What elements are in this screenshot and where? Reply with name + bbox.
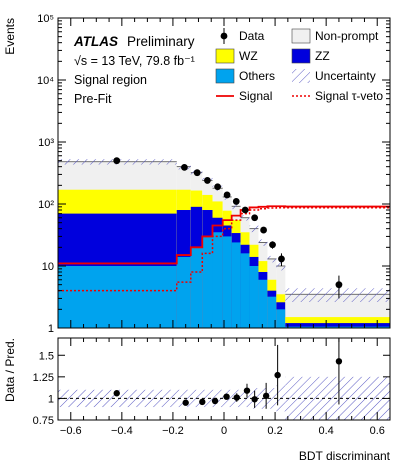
- others-bar: [258, 279, 268, 328]
- x-axis-label: BDT discriminant: [299, 449, 391, 463]
- legend-wz-label: WZ: [239, 49, 258, 63]
- ratio-y-tick-label: 1.5: [39, 350, 54, 362]
- legend-zz-swatch: [291, 48, 311, 64]
- others-bar: [285, 326, 390, 328]
- data-point: [232, 198, 240, 205]
- data-point: [204, 177, 211, 184]
- legend-uncertainty-swatch: [292, 69, 310, 83]
- data-point: [269, 241, 276, 249]
- x-tick-label: −0.4: [111, 425, 133, 437]
- signal-line: [58, 205, 390, 265]
- data-point: [260, 226, 267, 234]
- legend-unc-label: Uncertainty: [315, 69, 376, 83]
- data-point: [223, 191, 231, 199]
- ratio-uncertainty-band: [202, 389, 213, 408]
- main-panel-plot-area: [58, 157, 390, 328]
- legend-zz-label: ZZ: [315, 49, 330, 63]
- fit-label: Pre-Fit: [74, 92, 112, 106]
- x-tick-label: −0.6: [60, 425, 82, 437]
- others-bar: [190, 247, 203, 328]
- y-tick-label: 10³: [38, 137, 54, 149]
- others-bar: [231, 242, 241, 328]
- uncertainty-band: [240, 215, 250, 221]
- others-bar: [240, 253, 250, 328]
- data-point: [113, 157, 121, 165]
- y-tick-label: 1: [48, 323, 54, 335]
- others-bar: [212, 232, 223, 328]
- y-tick-label: 10: [42, 261, 54, 273]
- preliminary-label: Preliminary: [127, 34, 195, 49]
- y-tick-label: 10²: [38, 199, 54, 211]
- ratio-point: [199, 398, 206, 406]
- uncertainty-band: [249, 225, 259, 233]
- legend-nonprompt-swatch: [291, 28, 311, 44]
- ratio-uncertainty-band: [58, 389, 177, 408]
- others-bar: [276, 309, 286, 328]
- x-tick-label: 0.4: [319, 425, 334, 437]
- main-ylabel: Events: [3, 18, 17, 55]
- y-tick-label: 10⁵: [37, 13, 54, 25]
- legend-signal-label: Signal: [239, 89, 272, 103]
- ratio-point: [243, 387, 251, 394]
- ratio-uncertainty-band: [267, 388, 277, 409]
- data-point: [181, 163, 188, 171]
- ratio-point: [262, 392, 270, 400]
- others-bar: [202, 236, 213, 328]
- uncertainty-band: [285, 288, 390, 303]
- atlas-label: ATLAS: [73, 34, 118, 49]
- legend-nonprompt-label: Non-prompt: [315, 29, 379, 43]
- data-point: [241, 206, 249, 214]
- legend-wz-swatch: [215, 48, 235, 64]
- ratio-point: [251, 396, 258, 403]
- data-point: [214, 183, 222, 191]
- legend-others-swatch: [215, 68, 235, 84]
- ratio-point: [233, 394, 240, 401]
- legend-others-label: Others: [239, 69, 275, 83]
- ratio-ylabel: Data / Pred.: [3, 338, 17, 402]
- ratio-y-tick-label: 0.75: [33, 415, 54, 427]
- others-bar: [176, 256, 191, 328]
- y-tick-label: 10⁴: [37, 75, 54, 87]
- ratio-point: [223, 393, 230, 400]
- legend-signal_tau_veto-label: Signal τ-veto: [315, 89, 383, 103]
- data-point: [251, 214, 259, 222]
- ratio-point: [211, 397, 219, 405]
- zz-bar: [285, 323, 390, 328]
- region-label: Signal region: [74, 73, 147, 87]
- ratio-point: [182, 399, 189, 406]
- axes: 1 10 10² 10³ 10⁴ 10⁵ 0.75 1 1.25 1.5 −0.6 −0.4 −0.2 0…: [33, 13, 391, 437]
- x-tick-label: 0: [221, 425, 227, 437]
- uncertainty-band: [231, 203, 241, 210]
- energy-lumi-label: √s = 13 TeV, 79.8 fb⁻¹: [74, 54, 195, 68]
- data-point: [335, 281, 343, 289]
- x-tick-label: −0.2: [162, 425, 184, 437]
- ratio-point: [274, 371, 281, 379]
- x-tick-label: 0.2: [267, 425, 282, 437]
- others-bar: [222, 236, 232, 328]
- ratio-point: [113, 390, 120, 397]
- signal-tau-veto-line: [58, 207, 390, 292]
- legend: Data Non-prompt WZ ZZ Others Uncertainty Signa…: [215, 28, 383, 103]
- data-point: [193, 169, 201, 177]
- data-point: [278, 255, 285, 263]
- ratio-panel-plot-area: [58, 338, 390, 420]
- uncertainty-band: [276, 262, 286, 271]
- others-bar: [58, 266, 177, 328]
- ratio-y-tick-label: 1.25: [33, 372, 54, 384]
- uncertainty-band: [258, 239, 268, 246]
- uncertainty-band: [267, 255, 277, 263]
- legend-data-marker: [220, 32, 228, 40]
- wz-bar: [285, 317, 390, 328]
- legend-data-label: Data: [239, 29, 265, 43]
- ratio-y-tick-label: 1: [48, 393, 54, 405]
- ratio-point: [335, 358, 343, 365]
- others-bar: [249, 266, 259, 328]
- x-tick-label: 0.6: [370, 425, 385, 437]
- ratio-uncertainty-band: [212, 389, 223, 408]
- others-bar: [267, 296, 277, 328]
